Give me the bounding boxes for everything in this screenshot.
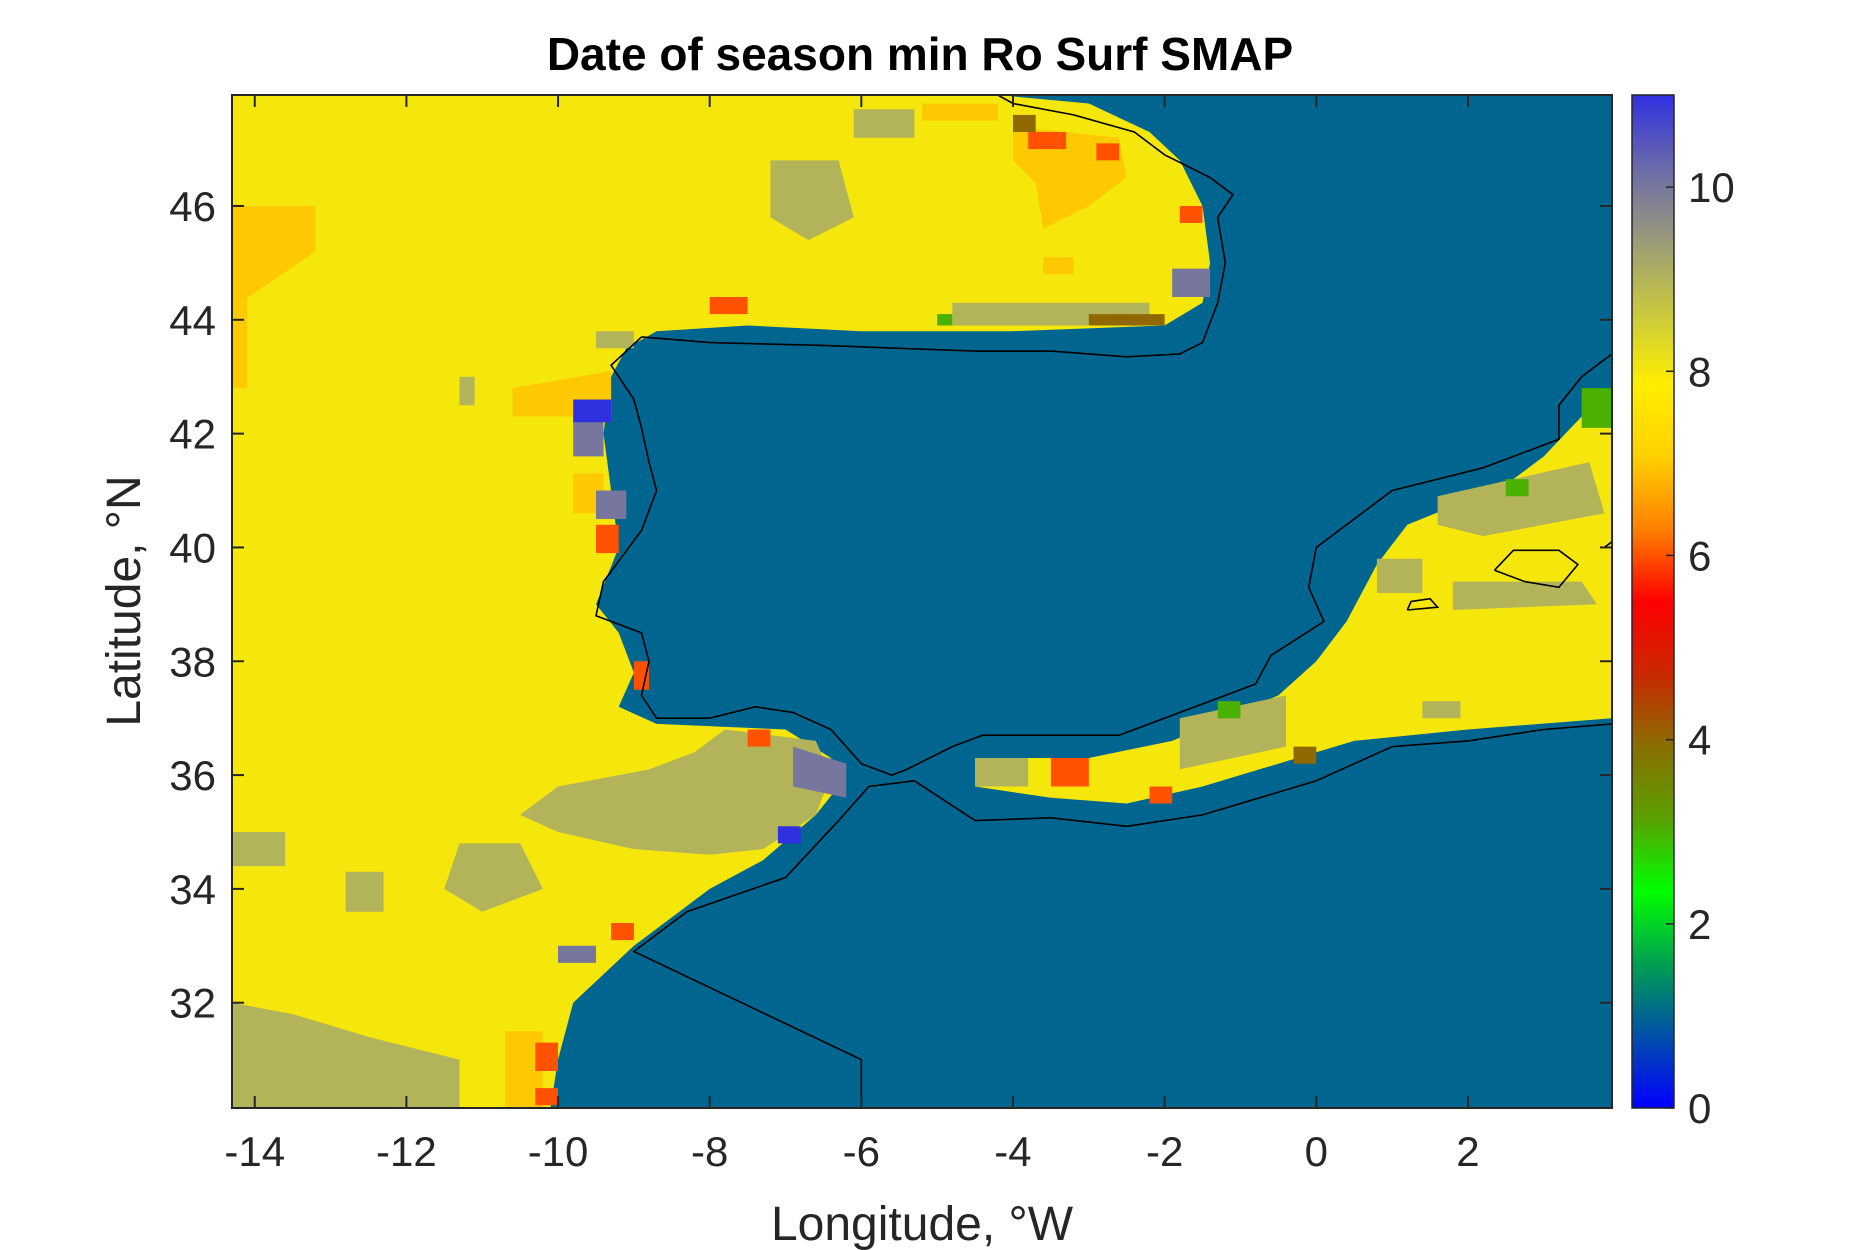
plot-frame <box>231 94 1613 1109</box>
x-axis-label: Longitude, °W <box>771 1198 1074 1250</box>
region-value-6-49 <box>1179 206 1203 223</box>
chart-title: Date of season min Ro Surf SMAP <box>547 28 1293 80</box>
x-axis-ticks: -14 -12 -10 -8 -6 -4 -2 0 2 <box>224 95 1480 1175</box>
coastline-3 <box>1493 549 1580 589</box>
region-value-10-29 <box>596 490 627 519</box>
y-tick-label: 40 <box>169 524 216 571</box>
region-value-7-23 <box>573 473 604 514</box>
region-value-9-8 <box>853 109 915 138</box>
coastline-0 <box>641 95 1234 358</box>
region-value-10-30 <box>793 746 847 798</box>
region-value-9-18 <box>459 376 475 406</box>
region-value-7-20 <box>232 206 316 309</box>
region-value-4-39 <box>1088 314 1165 326</box>
region-value-11-34 <box>777 826 801 844</box>
coastline-5 <box>1406 597 1440 611</box>
region-value-6-46 <box>747 729 771 747</box>
coastline-1 <box>595 336 1612 776</box>
region-value-9-12 <box>1437 462 1605 537</box>
region-value-9-19 <box>232 1071 339 1108</box>
colorbar-tick-label: 8 <box>1688 348 1711 395</box>
y-tick-label: 44 <box>169 297 216 344</box>
y-axis-label: Latitude, °N <box>98 475 151 726</box>
region-value-7-25 <box>922 103 998 121</box>
region-value-3-36 <box>937 314 953 326</box>
x-tick-label: -6 <box>843 1128 880 1175</box>
region-value-6-43 <box>709 297 748 315</box>
region-value-9-11 <box>1179 695 1286 770</box>
region-value-6-53 <box>535 1088 558 1106</box>
region-value-9-2 <box>520 729 831 855</box>
y-tick-label: 36 <box>169 752 216 799</box>
y-tick-label: 46 <box>169 183 216 230</box>
region-value-3-37 <box>1505 479 1529 497</box>
colorbar-tick-label: 0 <box>1688 1085 1711 1132</box>
region-value-9-7 <box>770 160 854 241</box>
region-value-9-6 <box>345 871 384 912</box>
x-tick-label: -10 <box>528 1128 589 1175</box>
region-value-7-24 <box>505 1031 543 1108</box>
y-tick-label: 32 <box>169 980 216 1027</box>
region-value-3-38 <box>1217 701 1241 719</box>
region-value-11-33 <box>573 399 612 423</box>
coastline-2 <box>632 723 1612 1108</box>
y-axis-ticks: 32 34 36 38 40 42 44 46 <box>169 183 1612 1027</box>
y-tick-label: 42 <box>169 411 216 458</box>
region-value-10-32 <box>558 945 596 963</box>
colorbar-tick-label: 10 <box>1688 164 1735 211</box>
region-value-6-50 <box>1028 132 1067 150</box>
coastlines <box>595 95 1612 1108</box>
x-tick-label: -2 <box>1146 1128 1183 1175</box>
x-tick-label: -14 <box>224 1128 285 1175</box>
colorbar-tick-label: 6 <box>1688 532 1711 579</box>
region-value-7-26 <box>232 262 248 389</box>
region-value-6-52 <box>535 1042 558 1071</box>
colorbar-tick-label: 2 <box>1688 901 1711 948</box>
region-value-9-17 <box>596 331 634 349</box>
region-value-10-28 <box>573 416 604 457</box>
region-value-4-41 <box>1293 746 1317 764</box>
x-tick-label: -8 <box>691 1128 728 1175</box>
region-value-4-40 <box>1013 114 1036 132</box>
region-value-6-42 <box>1050 758 1089 787</box>
region-value-6-44 <box>596 524 619 554</box>
region-value-6-45 <box>633 661 649 690</box>
region-value-6-48 <box>1149 786 1173 804</box>
y-tick-label: 38 <box>169 638 216 685</box>
region-value-9-4 <box>444 843 543 912</box>
region-value-9-13 <box>1376 558 1423 593</box>
colorbar-ticks: 0 2 4 6 8 10 <box>1666 164 1735 1132</box>
region-value-9-14 <box>1452 581 1597 610</box>
x-tick-label: -4 <box>994 1128 1031 1175</box>
colorbar-tick-label: 4 <box>1688 717 1711 764</box>
x-tick-label: 2 <box>1456 1128 1479 1175</box>
colorbar-scale <box>1631 94 1675 1109</box>
plot-area <box>231 94 1613 1109</box>
x-tick-label: -12 <box>376 1128 437 1175</box>
y-tick-label: 34 <box>169 866 216 913</box>
colorbar: 0 2 4 6 8 10 <box>1631 94 1735 1132</box>
region-value-6-51 <box>1096 143 1120 161</box>
region-value-9-10 <box>975 758 1029 787</box>
value-regions <box>232 95 1612 1108</box>
region-value-3-35 <box>1581 388 1612 428</box>
region-value-9-15 <box>1422 701 1461 719</box>
region-value-10-31 <box>1172 268 1211 297</box>
region-value-9-5 <box>232 832 286 867</box>
region-value-6-47 <box>611 923 634 941</box>
x-tick-label: 0 <box>1305 1128 1328 1175</box>
region-value-7-27 <box>1043 257 1074 275</box>
